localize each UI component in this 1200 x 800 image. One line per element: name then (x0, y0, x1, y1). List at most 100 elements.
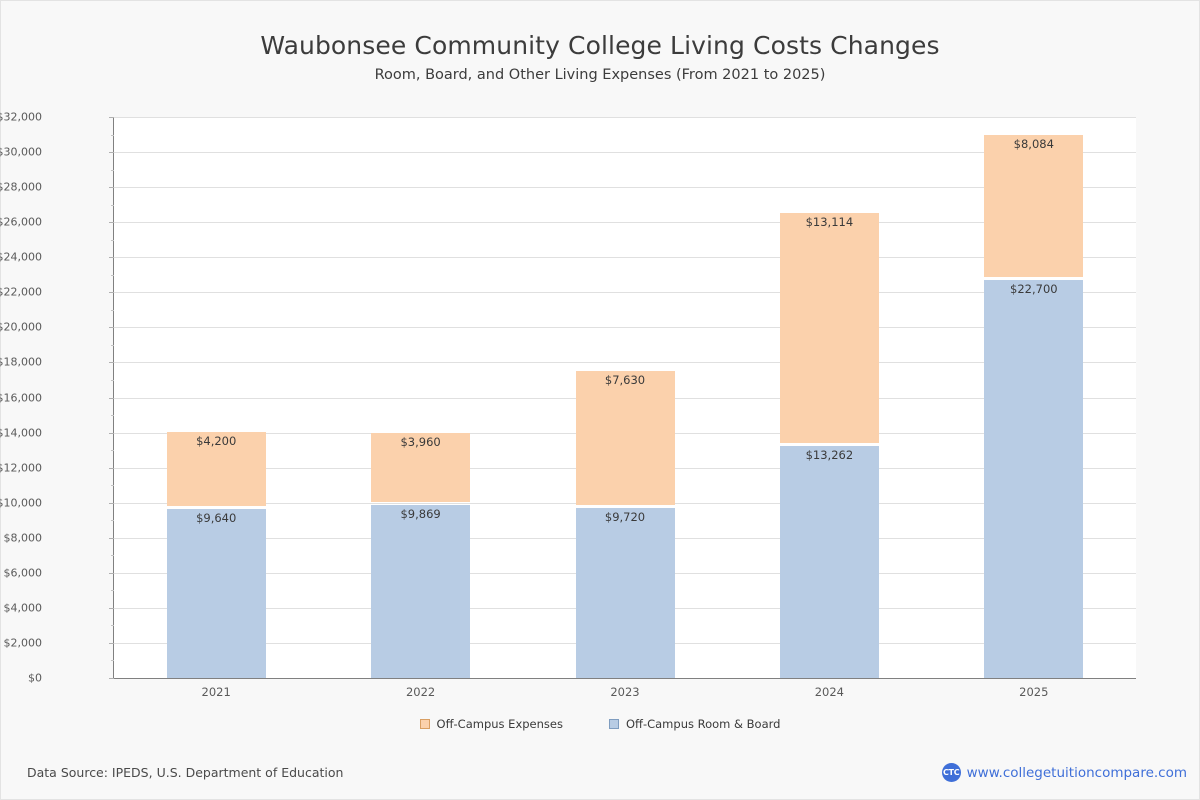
bar-segment-room-board[interactable] (371, 504, 471, 678)
y-axis-minor-tick (111, 415, 114, 417)
x-axis-label: 2022 (405, 685, 436, 699)
bar-segment-expenses[interactable] (779, 212, 879, 443)
bar-value-label-expenses: $7,630 (604, 372, 646, 387)
legend-swatch-orange-icon (419, 719, 430, 729)
y-axis-label: $10,000 (0, 496, 42, 510)
gridline (114, 327, 1136, 329)
y-axis-tick (109, 152, 114, 154)
bar-value-label-expenses: $4,200 (196, 434, 237, 449)
y-axis-label: $26,000 (0, 215, 42, 229)
y-axis-label: $8,000 (3, 531, 43, 545)
x-axis-label: 2021 (201, 685, 231, 699)
page-title: Waubonsee Community College Living Costs… (260, 31, 940, 60)
gridline (114, 257, 1136, 259)
site-url-link[interactable]: www.collegetuitioncompare.com (966, 764, 1187, 781)
y-axis-minor-tick (111, 555, 114, 557)
bar-segment-expenses[interactable] (371, 432, 471, 502)
y-axis-label: $4,000 (3, 601, 43, 615)
y-axis-tick (109, 467, 114, 469)
ctc-logo-icon: CTC (941, 763, 961, 782)
y-axis-minor-tick (111, 590, 114, 592)
y-axis-label: $2,000 (3, 636, 43, 650)
y-axis-label: $30,000 (0, 145, 42, 159)
y-axis-label: $0 (28, 671, 42, 685)
legend-item[interactable]: Off-Campus Room & Board (608, 717, 781, 731)
gridline (114, 362, 1136, 364)
x-axis-label: 2024 (814, 685, 845, 699)
data-source-label: Data Source: IPEDS, U.S. Department of E… (27, 765, 344, 780)
chart-subtitle: Room, Board, and Other Living Expenses (… (374, 67, 826, 83)
bar-value-label-expenses: $13,114 (805, 214, 854, 229)
bar-segment-room-board[interactable] (166, 509, 266, 678)
y-axis-minor-tick (111, 625, 114, 627)
bar-value-label-room-board: $9,869 (400, 506, 441, 521)
y-axis-label: $16,000 (0, 391, 42, 404)
bar-segment-expenses[interactable] (166, 432, 266, 506)
y-axis-minor-tick (111, 450, 114, 452)
bar-value-label-room-board: $9,720 (604, 509, 646, 524)
y-axis-minor-tick (111, 204, 114, 206)
bar-value-label-room-board: $22,700 (1010, 282, 1058, 297)
gridline (114, 152, 1136, 154)
bar-group[interactable]: $9,720 $7,630 (575, 117, 675, 678)
y-axis-tick (109, 257, 114, 259)
y-axis-label: $6,000 (3, 566, 43, 580)
bar-value-label-expenses: $8,084 (1013, 137, 1054, 152)
bar-value-label-room-board: $13,262 (805, 447, 854, 462)
gridline (114, 117, 1136, 118)
legend-swatch-blue-icon (608, 719, 619, 729)
y-axis-tick (109, 292, 114, 294)
y-axis-label: $28,000 (0, 180, 42, 194)
bar-group[interactable]: $9,640 $4,200 (166, 117, 266, 678)
legend-label: Off-Campus Expenses (436, 717, 563, 731)
y-axis-tick (109, 187, 114, 189)
bar-segment-room-board[interactable] (984, 280, 1084, 678)
y-axis-label: $22,000 (0, 285, 42, 299)
y-axis-minor-tick (111, 344, 114, 346)
y-axis-tick (109, 362, 114, 364)
y-axis-minor-tick (111, 379, 114, 381)
bar-value-label-room-board: $9,640 (196, 511, 237, 525)
y-axis-label: $32,000 (0, 110, 42, 124)
x-axis-line (113, 678, 1136, 679)
bar-segment-room-board[interactable] (575, 507, 675, 678)
bar-segment-expenses[interactable] (575, 370, 675, 505)
legend-label: Off-Campus Room & Board (625, 717, 781, 731)
y-axis-label: $14,000 (0, 426, 42, 440)
bar-value-label-expenses: $3,960 (400, 434, 441, 449)
y-axis-label: $20,000 (0, 320, 42, 334)
y-axis-label: $18,000 (0, 355, 42, 369)
plot-area: $0 $2,000 $4,000 $6,000 $8,000 $10,000 $12,000… (0, 111, 1136, 685)
y-axis-minor-tick (111, 134, 114, 136)
legend-item[interactable]: Off-Campus Expenses (419, 717, 563, 731)
gridline (114, 222, 1136, 224)
y-axis-minor-tick (111, 309, 114, 311)
y-axis-label: $12,000 (0, 461, 42, 475)
x-axis-label: 2025 (1019, 685, 1049, 699)
gridline (114, 292, 1136, 294)
y-axis-tick (109, 117, 114, 118)
y-axis-minor-tick (111, 274, 114, 276)
y-axis-tick (109, 432, 114, 434)
bar-segment-room-board[interactable] (779, 445, 879, 678)
y-axis-tick (109, 607, 114, 609)
y-axis-minor-tick (111, 660, 114, 662)
y-axis-tick (109, 222, 114, 224)
y-axis-minor-tick (111, 520, 114, 522)
bar-group[interactable]: $9,869 $3,960 (371, 117, 471, 678)
y-axis-tick (109, 397, 114, 399)
y-axis-label: $24,000 (0, 250, 42, 264)
x-axis-label: 2023 (610, 685, 640, 699)
y-axis-tick (109, 572, 114, 574)
y-axis-minor-tick (111, 239, 114, 241)
bar-group[interactable]: $22,700 $8,084 (984, 117, 1084, 678)
y-axis-minor-tick (111, 169, 114, 171)
y-axis-tick (109, 642, 114, 644)
site-attribution[interactable]: CTC www.collegetuitioncompare.com (941, 763, 1187, 782)
bar-segment-expenses[interactable] (984, 135, 1084, 278)
y-axis-minor-tick (111, 485, 114, 487)
y-axis-tick (109, 502, 114, 504)
y-axis-tick (109, 537, 114, 539)
bar-group[interactable]: $13,262 $13,114 (779, 117, 879, 678)
